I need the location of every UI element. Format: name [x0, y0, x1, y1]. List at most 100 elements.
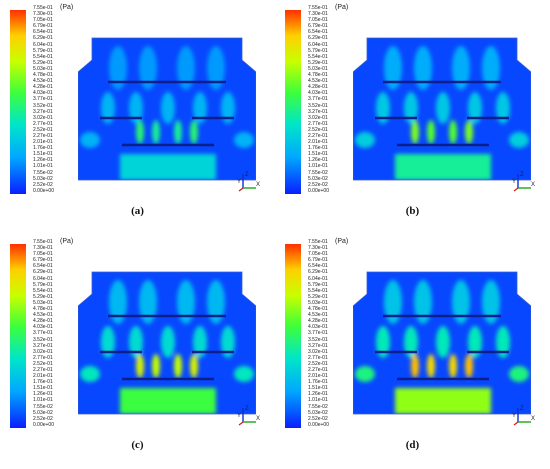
colorbar-tick-label: 7.55e-01 — [308, 5, 328, 11]
velocity-core — [190, 120, 198, 144]
axis-y — [238, 187, 244, 192]
colorbar-tick-label: 3.02e-01 — [33, 348, 53, 355]
colorbar-tick-label: 7.55e-02 — [33, 403, 53, 410]
axis-label-y: Y — [512, 179, 516, 185]
pressure-contour — [78, 37, 256, 181]
colorbar-tick-label: 7.30e-01 — [33, 245, 53, 252]
velocity-jet — [207, 280, 225, 324]
colorbar-tick-label: 1.26e-01 — [308, 157, 328, 164]
velocity-plume — [436, 326, 450, 358]
colorbar-tick-label: 6.79e-01 — [308, 23, 328, 30]
colorbar-tick-label: 2.27e-01 — [33, 366, 53, 373]
colorbar-tick-label: 4.03e-01 — [33, 90, 53, 97]
velocity-core — [174, 120, 182, 144]
colorbar-tick-label: 4.28e-01 — [33, 318, 53, 325]
colorbar-tick-label: 2.77e-01 — [33, 120, 53, 127]
velocity-jet — [384, 46, 402, 90]
colorbar-tick-label: 4.03e-01 — [308, 90, 328, 97]
colorbar-tick-label: 6.29e-01 — [308, 269, 328, 276]
panel-caption: (c) — [131, 439, 144, 451]
colorbar-tick-label: 5.29e-01 — [308, 59, 328, 66]
colorbar-tick-label: 6.54e-01 — [33, 29, 53, 36]
colorbar-tick-label: 4.53e-01 — [308, 312, 328, 319]
colorbar-tick-label: 4.28e-01 — [308, 84, 328, 91]
colorbar-tick-label: 7.55e-02 — [308, 169, 328, 176]
colorbar-tick-label: 2.01e-01 — [308, 139, 328, 146]
colorbar-tick-label: 4.28e-01 — [308, 318, 328, 325]
domain-outline — [353, 37, 531, 181]
unit-label: (Pa) — [60, 4, 74, 11]
velocity-jet — [414, 46, 432, 90]
colorbar-tick-label: 6.54e-01 — [33, 263, 53, 270]
contour-panel-d: 7.55e-01 7.30e-01 7.05e-01 6.79e-01 6.54e-01… — [275, 234, 550, 468]
velocity-plume — [161, 326, 175, 358]
colorbar-tick-label: 6.04e-01 — [33, 275, 53, 282]
colorbar-tick-label: 1.01e-01 — [33, 397, 53, 404]
colorbar-tick-label: 1.51e-01 — [33, 151, 53, 158]
axis-label-y: Y — [237, 413, 241, 419]
panel-caption: (d) — [405, 439, 420, 451]
colorbar — [285, 244, 301, 428]
colorbar-tick-label: 6.29e-01 — [33, 269, 53, 276]
axis-triad: Z X Y — [512, 406, 535, 426]
axis-triad: Z X Y — [512, 172, 535, 192]
velocity-plume — [193, 92, 207, 124]
colorbar-tick-label: 0.00e+00 — [308, 421, 329, 428]
colorbar-tick-label: 7.55e-02 — [308, 403, 328, 410]
pressure-contour — [353, 37, 531, 181]
colorbar-ticks: 7.55e-01 7.30e-01 7.05e-01 6.79e-01 6.54e-01… — [308, 6, 364, 194]
side-flow — [509, 132, 529, 148]
colorbar-tick-label: 6.54e-01 — [308, 263, 328, 270]
velocity-jet — [109, 280, 127, 324]
colorbar-tick-label: 3.52e-01 — [308, 102, 328, 109]
colorbar-tick-label: 5.29e-01 — [33, 293, 53, 300]
colorbar-tick-label: 4.53e-01 — [308, 78, 328, 85]
colorbar-tick-label: 4.03e-01 — [33, 324, 53, 331]
velocity-plume — [193, 326, 207, 358]
colorbar-tick-label: 0.00e+00 — [33, 187, 54, 194]
velocity-jet — [452, 46, 470, 90]
colorbar-tick-label: 7.05e-01 — [33, 251, 53, 258]
axis-label-x: X — [256, 182, 260, 188]
axis-label-y: Y — [237, 179, 241, 185]
colorbar — [10, 244, 26, 428]
velocity-jet — [207, 46, 225, 90]
colorbar-tick-label: 1.76e-01 — [308, 379, 328, 386]
colorbar-tick-label: 1.26e-01 — [308, 391, 328, 398]
colorbar-tick-label: 6.79e-01 — [33, 257, 53, 264]
side-flow — [355, 366, 375, 382]
colorbar-tick-label: 5.79e-01 — [308, 281, 328, 288]
colorbar-tick-label: 3.77e-01 — [308, 330, 328, 337]
axis-label-z: Z — [520, 172, 524, 178]
colorbar-tick-label: 6.79e-01 — [308, 257, 328, 264]
domain-outline — [353, 271, 531, 415]
colorbar-tick-label: 2.27e-01 — [308, 366, 328, 373]
velocity-jet — [414, 280, 432, 324]
colorbar-tick-label: 2.52e-01 — [308, 126, 328, 133]
axis-label-x: X — [531, 416, 535, 422]
axis-y — [513, 187, 519, 192]
colorbar-tick-label: 5.03e-02 — [308, 409, 328, 416]
unit-label: (Pa) — [335, 238, 349, 245]
colorbar-tick-label: 6.29e-01 — [33, 35, 53, 42]
bottom-region — [120, 154, 216, 180]
colorbar-tick-label: 5.29e-01 — [308, 293, 328, 300]
velocity-jet — [139, 280, 157, 324]
velocity-core — [190, 354, 198, 378]
pressure-contour — [353, 271, 531, 415]
colorbar-tick-label: 4.28e-01 — [33, 84, 53, 91]
colorbar-tick-label: 2.52e-02 — [33, 181, 53, 188]
velocity-plume — [496, 326, 510, 358]
velocity-core — [465, 120, 473, 144]
colorbar-tick-label: 1.76e-01 — [308, 145, 328, 152]
domain-outline — [78, 37, 256, 181]
colorbar-tick-label: 2.01e-01 — [33, 139, 53, 146]
velocity-core — [152, 120, 160, 144]
velocity-plume — [129, 92, 143, 124]
velocity-core — [152, 354, 160, 378]
colorbar-tick-label: 2.77e-01 — [308, 120, 328, 127]
axis-y — [513, 421, 519, 426]
velocity-core — [449, 120, 457, 144]
velocity-plume — [221, 326, 235, 358]
velocity-jet — [177, 46, 195, 90]
